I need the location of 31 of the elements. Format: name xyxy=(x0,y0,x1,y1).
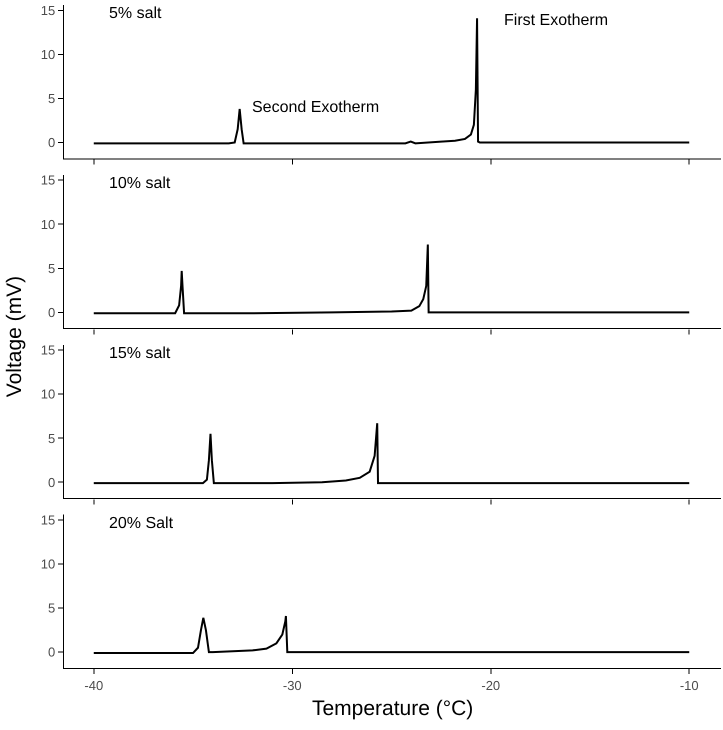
chart-title: 10% salt xyxy=(109,175,171,192)
y-tick-label: 0 xyxy=(48,644,56,660)
line-series xyxy=(92,615,690,654)
chart-title: 15% salt xyxy=(109,345,171,362)
x-tick-label: -30 xyxy=(282,678,302,693)
annotation: Second Exotherm xyxy=(252,99,380,116)
y-tick-label: 5 xyxy=(48,260,56,276)
y-tick-label: 15 xyxy=(40,342,56,358)
y-axis-title: Voltage (mV) xyxy=(3,276,26,398)
y-tick-label: 5 xyxy=(48,90,56,106)
chart-title: 5% salt xyxy=(109,5,162,22)
y-tick-label: 15 xyxy=(40,172,56,188)
annotation: First Exotherm xyxy=(504,12,608,29)
chart-title: 20% Salt xyxy=(109,515,174,532)
line-series xyxy=(92,422,690,484)
y-tick-label: 0 xyxy=(48,474,56,490)
y-tick-label: 5 xyxy=(48,430,56,446)
x-tick-label: -20 xyxy=(481,678,500,693)
y-tick-label: 10 xyxy=(40,556,56,572)
y-tick-label: 5 xyxy=(48,600,56,616)
y-tick-label: 0 xyxy=(48,304,56,320)
x-axis-title: Temperature (°C) xyxy=(312,697,474,720)
y-tick-label: 0 xyxy=(48,135,56,150)
y-tick-label: 10 xyxy=(40,386,56,402)
x-tick-label: -10 xyxy=(680,678,699,693)
y-tick-label: 15 xyxy=(40,512,56,528)
y-tick-label: 15 xyxy=(40,2,56,18)
y-tick-label: 10 xyxy=(40,216,56,232)
y-tick-label: 10 xyxy=(40,46,56,62)
x-tick-label: -40 xyxy=(84,678,104,693)
line-series xyxy=(92,244,690,314)
